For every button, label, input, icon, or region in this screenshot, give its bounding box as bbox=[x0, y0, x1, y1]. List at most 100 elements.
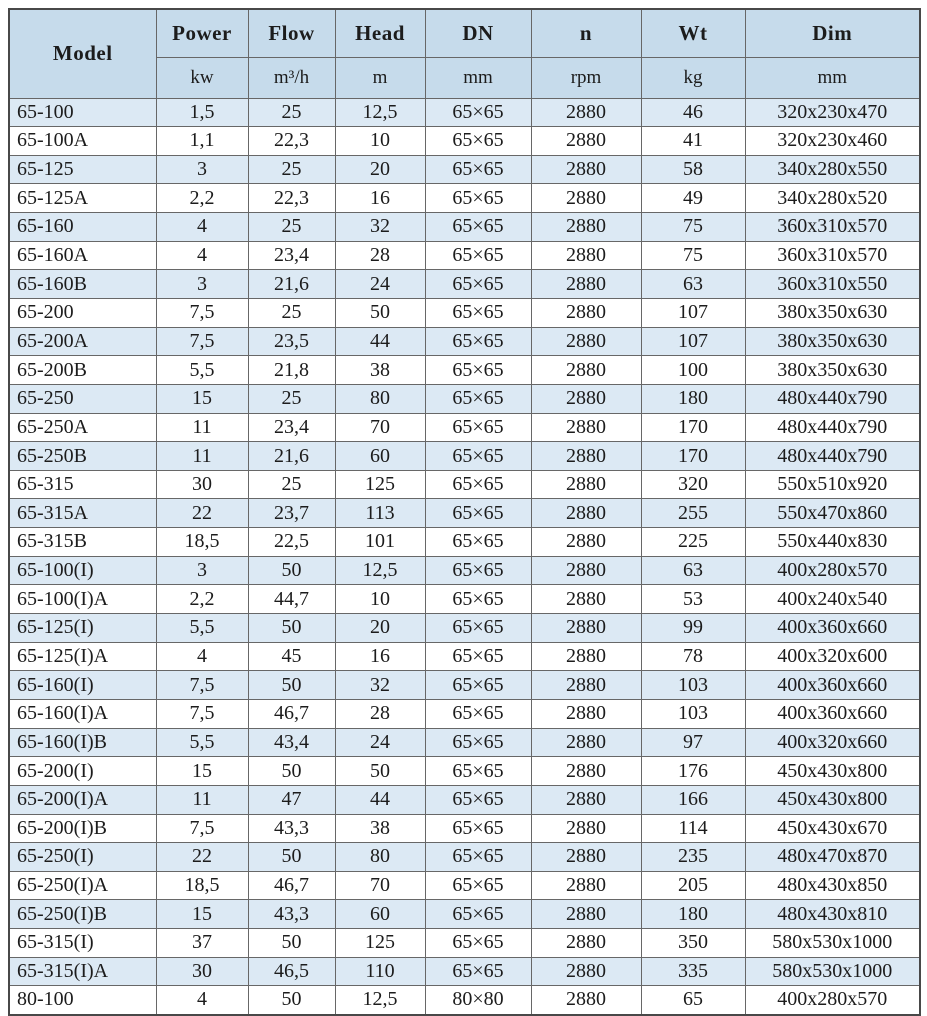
cell-flow: 22,5 bbox=[247, 527, 336, 557]
cell-flow: 23,4 bbox=[247, 240, 336, 271]
cell-dn: 65×65 bbox=[424, 355, 532, 385]
cell-model: 65-250(I) bbox=[8, 842, 157, 872]
cell-wt: 107 bbox=[640, 326, 746, 357]
cell-power: 5,5 bbox=[155, 613, 249, 643]
table-row: 65-160B 3 21,6 24 65×65 2880 63 360x310x550 bbox=[8, 269, 921, 299]
cell-dim: 480x440x790 bbox=[744, 412, 921, 443]
cell-wt: 100 bbox=[640, 355, 746, 385]
cell-dim: 400x360x660 bbox=[744, 670, 921, 700]
cell-n: 2880 bbox=[530, 383, 642, 414]
cell-power: 22 bbox=[155, 842, 249, 872]
table-row: 65-315(I) 37 50 125 65×65 2880 350 580x530x1000 bbox=[8, 928, 921, 958]
cell-wt: 166 bbox=[640, 784, 746, 815]
cell-dn: 65×65 bbox=[424, 727, 532, 758]
cell-dim: 360x310x570 bbox=[744, 240, 921, 271]
cell-power: 15 bbox=[155, 383, 249, 414]
cell-head: 20 bbox=[334, 613, 426, 643]
cell-dn: 65×65 bbox=[424, 326, 532, 357]
cell-model: 65-100 bbox=[8, 97, 157, 128]
cell-dim: 320x230x470 bbox=[744, 97, 921, 128]
table-row: 65-250(I) 22 50 80 65×65 2880 235 480x470x870 bbox=[8, 842, 921, 872]
table-row: 65-250B 11 21,6 60 65×65 2880 170 480x440x790 bbox=[8, 441, 921, 471]
cell-dn: 65×65 bbox=[424, 212, 532, 242]
cell-head: 110 bbox=[334, 956, 426, 987]
table-row: 65-100(I)A 2,2 44,7 10 65×65 2880 53 400x240x54… bbox=[8, 584, 921, 615]
cell-power: 37 bbox=[155, 928, 249, 958]
cell-model: 65-160(I) bbox=[8, 670, 157, 700]
cell-wt: 63 bbox=[640, 269, 746, 299]
cell-dim: 580x530x1000 bbox=[744, 928, 921, 958]
cell-n: 2880 bbox=[530, 183, 642, 214]
cell-power: 7,5 bbox=[155, 813, 249, 844]
cell-wt: 75 bbox=[640, 240, 746, 271]
cell-n: 2880 bbox=[530, 613, 642, 643]
cell-dn: 65×65 bbox=[424, 126, 532, 156]
cell-n: 2880 bbox=[530, 928, 642, 958]
cell-wt: 170 bbox=[640, 412, 746, 443]
table-row: 65-160(I)B 5,5 43,4 24 65×65 2880 97 400x320x66… bbox=[8, 727, 921, 758]
table-row: 65-200(I)A 11 47 44 65×65 2880 166 450x430x800 bbox=[8, 784, 921, 815]
unit-head: m bbox=[334, 56, 426, 99]
cell-n: 2880 bbox=[530, 956, 642, 987]
cell-power: 3 bbox=[155, 154, 249, 185]
cell-wt: 103 bbox=[640, 698, 746, 729]
cell-head: 38 bbox=[334, 813, 426, 844]
cell-flow: 25 bbox=[247, 297, 336, 328]
cell-wt: 78 bbox=[640, 641, 746, 672]
cell-wt: 99 bbox=[640, 613, 746, 643]
table-row: 65-315(I)A 30 46,5 110 65×65 2880 335 580x530x1… bbox=[8, 956, 921, 987]
unit-power: kw bbox=[155, 56, 249, 99]
cell-dn: 65×65 bbox=[424, 154, 532, 185]
column-header-power: Power bbox=[155, 8, 249, 58]
cell-model: 65-315(I) bbox=[8, 928, 157, 958]
cell-dim: 480x430x810 bbox=[744, 899, 921, 930]
cell-power: 2,2 bbox=[155, 183, 249, 214]
table-row: 65-315A 22 23,7 113 65×65 2880 255 550x470x860 bbox=[8, 498, 921, 529]
cell-model: 65-200(I)B bbox=[8, 813, 157, 844]
cell-head: 12,5 bbox=[334, 555, 426, 586]
cell-wt: 58 bbox=[640, 154, 746, 185]
cell-flow: 50 bbox=[247, 928, 336, 958]
cell-flow: 50 bbox=[247, 756, 336, 786]
cell-dn: 65×65 bbox=[424, 555, 532, 586]
cell-n: 2880 bbox=[530, 240, 642, 271]
cell-head: 24 bbox=[334, 727, 426, 758]
cell-dn: 65×65 bbox=[424, 527, 532, 557]
cell-power: 4 bbox=[155, 240, 249, 271]
cell-dim: 400x320x600 bbox=[744, 641, 921, 672]
cell-wt: 63 bbox=[640, 555, 746, 586]
cell-dn: 65×65 bbox=[424, 641, 532, 672]
cell-flow: 50 bbox=[247, 555, 336, 586]
cell-flow: 25 bbox=[247, 97, 336, 128]
cell-flow: 46,7 bbox=[247, 698, 336, 729]
cell-n: 2880 bbox=[530, 870, 642, 901]
cell-head: 80 bbox=[334, 842, 426, 872]
cell-dn: 65×65 bbox=[424, 297, 532, 328]
cell-model: 65-315 bbox=[8, 469, 157, 500]
cell-flow: 21,6 bbox=[247, 441, 336, 471]
cell-head: 10 bbox=[334, 126, 426, 156]
cell-power: 15 bbox=[155, 756, 249, 786]
cell-n: 2880 bbox=[530, 355, 642, 385]
cell-flow: 47 bbox=[247, 784, 336, 815]
cell-power: 18,5 bbox=[155, 870, 249, 901]
cell-dn: 65×65 bbox=[424, 584, 532, 615]
cell-model: 65-315(I)A bbox=[8, 956, 157, 987]
table-row: 65-250(I)B 15 43,3 60 65×65 2880 180 480x430x81… bbox=[8, 899, 921, 930]
cell-flow: 25 bbox=[247, 212, 336, 242]
cell-model: 65-200B bbox=[8, 355, 157, 385]
cell-model: 65-160A bbox=[8, 240, 157, 271]
cell-dn: 65×65 bbox=[424, 756, 532, 786]
cell-head: 50 bbox=[334, 756, 426, 786]
unit-n: rpm bbox=[530, 56, 642, 99]
cell-flow: 50 bbox=[247, 985, 336, 1015]
cell-model: 65-250 bbox=[8, 383, 157, 414]
cell-head: 44 bbox=[334, 784, 426, 815]
column-header-model: Model bbox=[8, 8, 157, 99]
table-row: 65-200B 5,5 21,8 38 65×65 2880 100 380x350x630 bbox=[8, 355, 921, 385]
cell-head: 32 bbox=[334, 212, 426, 242]
cell-flow: 25 bbox=[247, 154, 336, 185]
header-unit-row: kw m³/h m mm rpm kg mm bbox=[9, 56, 921, 99]
unit-dn: mm bbox=[424, 56, 532, 99]
table-row: 65-125(I) 5,5 50 20 65×65 2880 99 400x360x660 bbox=[8, 613, 921, 643]
